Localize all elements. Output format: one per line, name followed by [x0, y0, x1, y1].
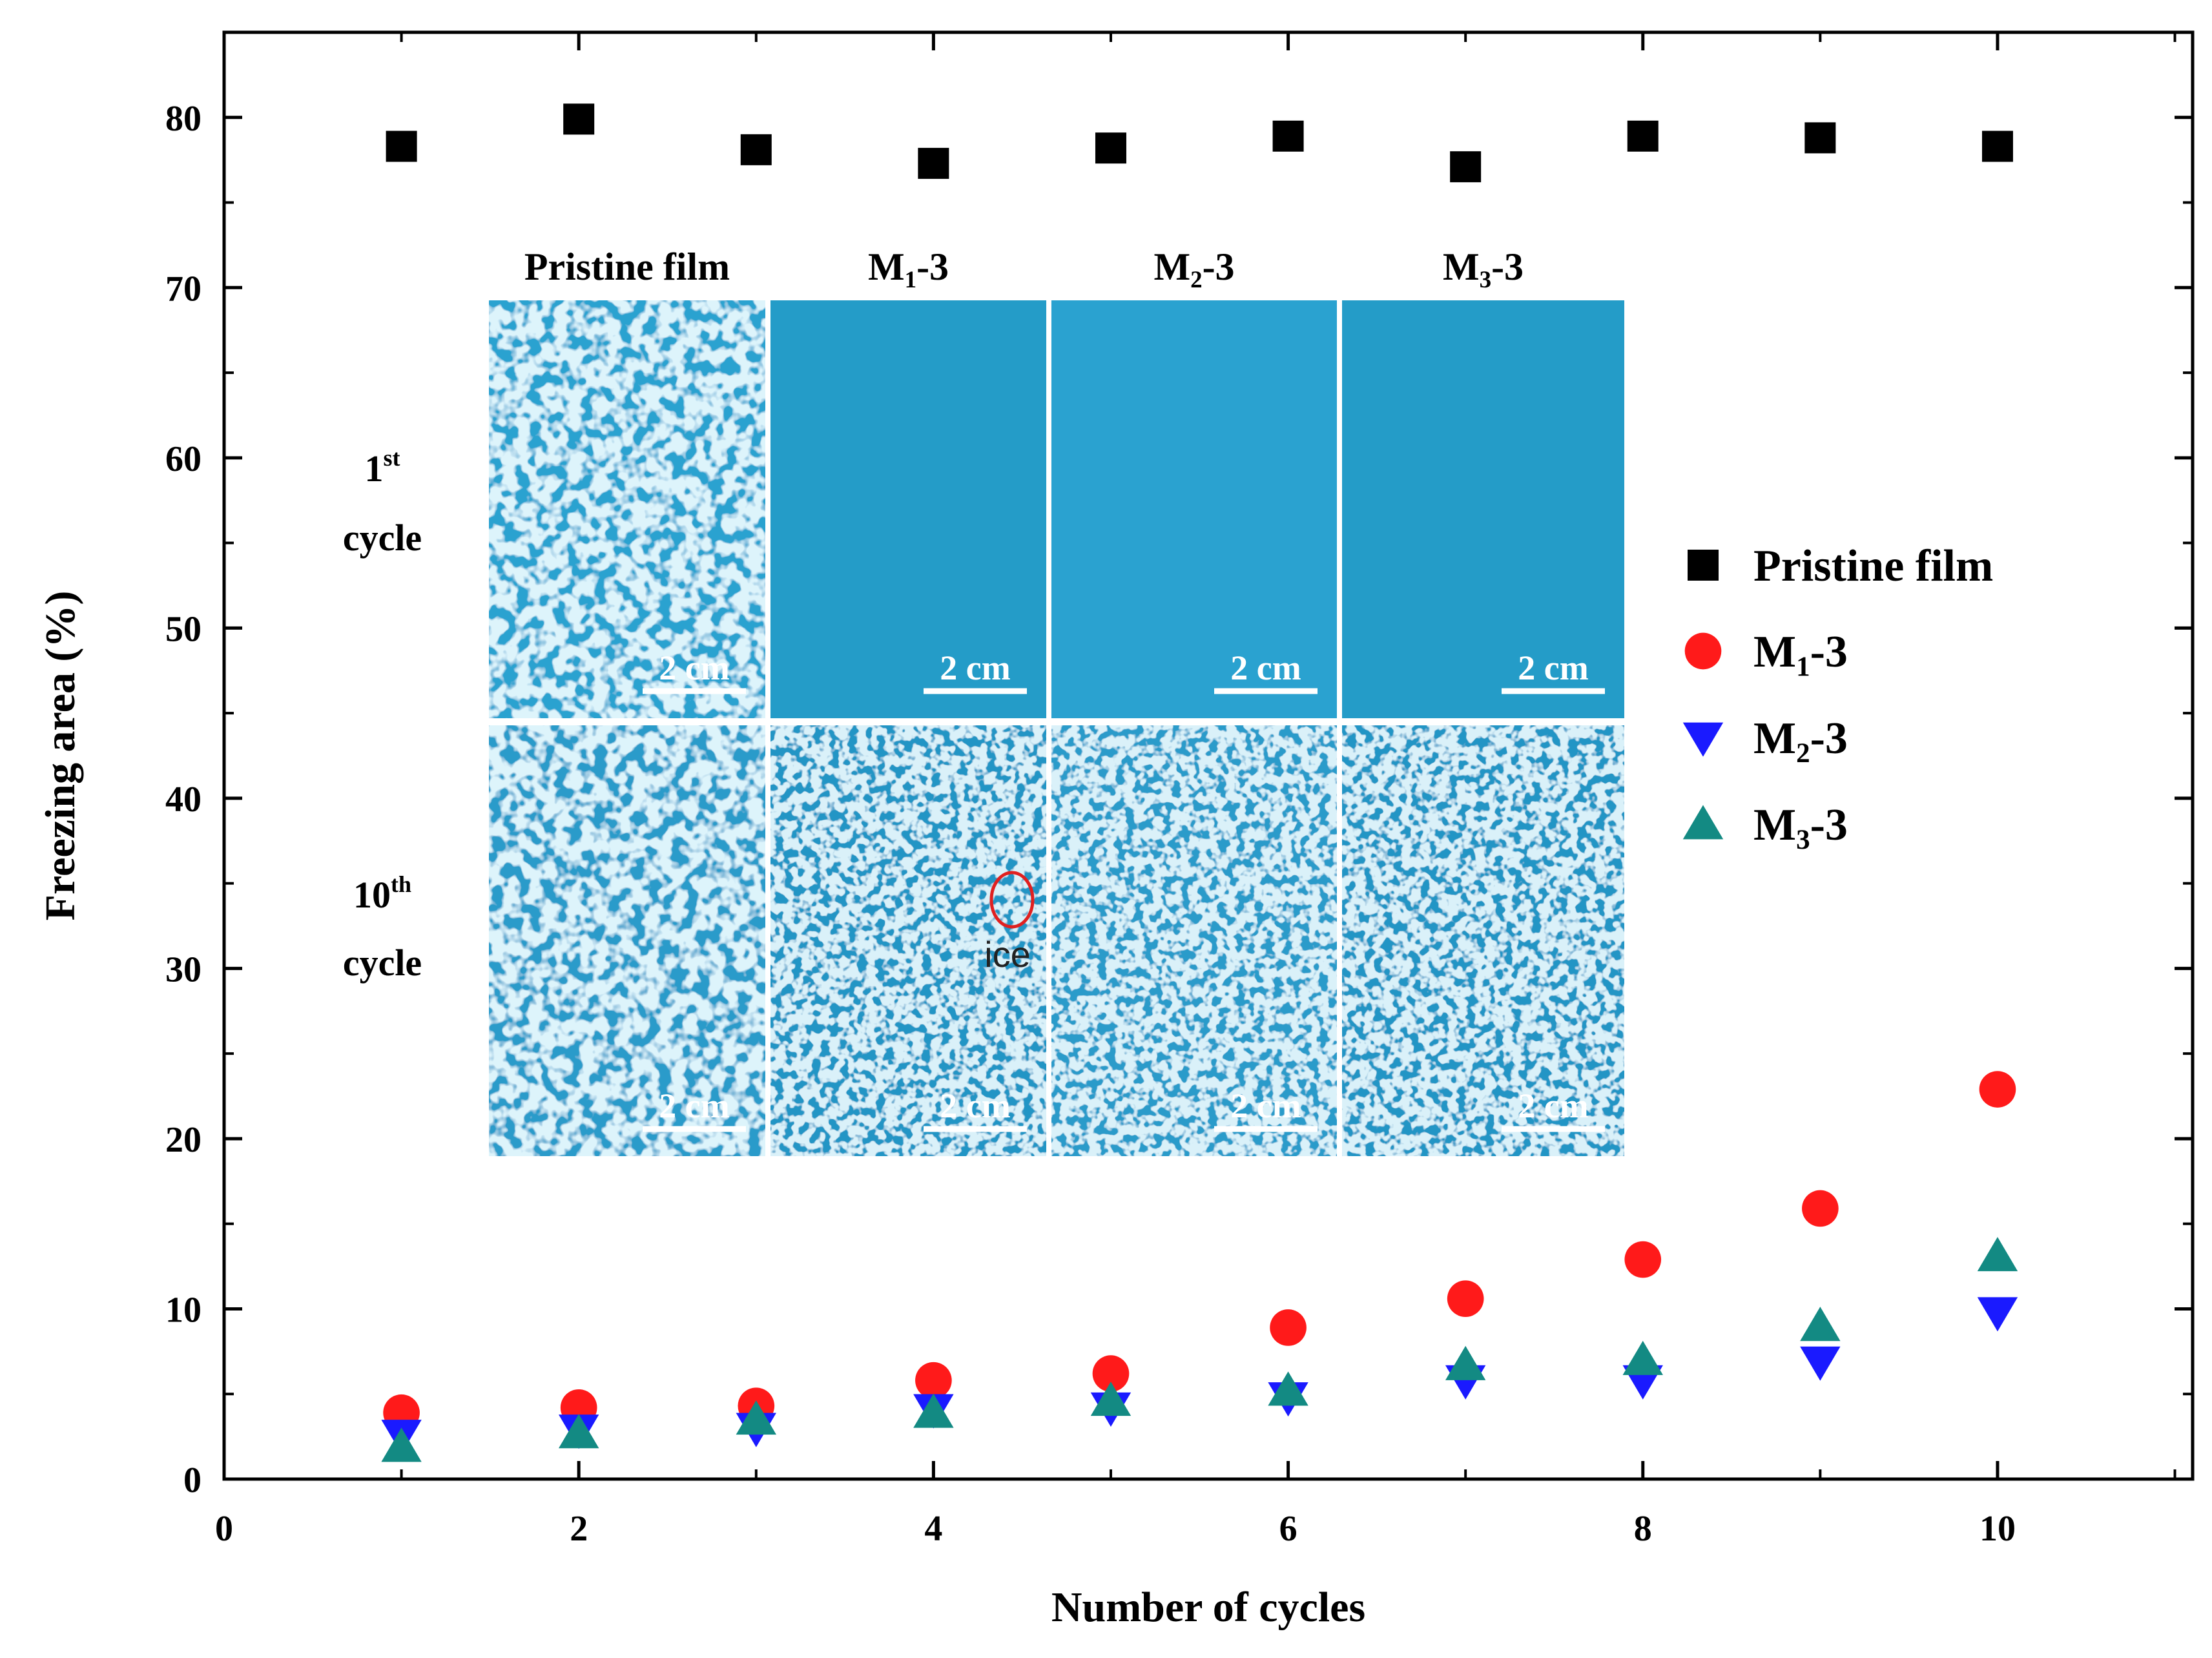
x-tick-label: 4 — [924, 1509, 942, 1549]
legend-label: M3-3 — [1753, 800, 1848, 855]
photo-surface — [1051, 725, 1337, 1156]
series-pristine-film — [386, 103, 2013, 183]
photo-surface — [770, 300, 1046, 718]
scale-bar-label: 2 cm — [659, 1086, 729, 1125]
inset-photo: 2 cm — [770, 300, 1046, 718]
series-m3-3 — [381, 1237, 2018, 1462]
legend-label: Pristine film — [1753, 541, 1993, 591]
data-point — [1622, 1340, 1663, 1375]
ice-annotation: ice — [984, 934, 1031, 975]
data-point — [1800, 1307, 1841, 1342]
inset-photo: 2 cm — [489, 300, 765, 718]
data-point — [1981, 130, 2013, 162]
inset-row-cycle-word: cycle — [343, 517, 422, 559]
data-point — [1447, 1280, 1484, 1317]
inset-column-header: M3-3 — [1443, 245, 1524, 293]
scale-bar-label: 2 cm — [940, 1086, 1010, 1125]
data-point — [1268, 1371, 1308, 1406]
data-point — [1095, 132, 1126, 164]
x-tick-label: 8 — [1634, 1509, 1652, 1549]
photo-surface — [1051, 300, 1337, 718]
photo-surface — [489, 725, 765, 1156]
y-tick-label: 40 — [165, 780, 202, 820]
data-point — [1450, 151, 1482, 183]
x-tick-label: 6 — [1279, 1509, 1297, 1549]
photo-surface — [1342, 300, 1624, 718]
data-point — [563, 103, 595, 135]
data-point — [1977, 1237, 2018, 1272]
inset-photo: 2 cm — [770, 725, 1046, 1156]
y-tick-label: 30 — [165, 949, 202, 990]
legend-item: M1-3 — [1684, 627, 1848, 682]
inset-row-cycle-number: 10th — [353, 871, 411, 916]
photo-surface — [489, 300, 765, 718]
data-point — [913, 1393, 954, 1428]
y-tick-label: 10 — [165, 1290, 202, 1330]
legend-marker — [1682, 722, 1724, 757]
scale-bar-label: 2 cm — [1518, 1086, 1588, 1125]
ice-marker — [989, 871, 1035, 929]
y-tick-label: 0 — [183, 1460, 202, 1500]
data-point — [1270, 1309, 1307, 1346]
scale-bar-label: 2 cm — [1518, 648, 1588, 687]
inset-column-header: Pristine film — [524, 245, 730, 288]
x-tick-label: 10 — [1979, 1509, 2016, 1549]
data-point — [386, 130, 417, 162]
data-point — [915, 1362, 952, 1399]
legend-marker — [1684, 632, 1722, 670]
data-point — [740, 134, 772, 165]
x-axis-title: Number of cycles — [1051, 1584, 1365, 1631]
legend-item: Pristine film — [1688, 541, 1993, 591]
data-point — [736, 1400, 776, 1435]
data-point — [381, 1427, 422, 1462]
data-point — [1977, 1297, 2018, 1332]
data-point — [1802, 1190, 1839, 1227]
data-point — [1979, 1071, 2016, 1108]
inset-row-cycle-word: cycle — [343, 942, 422, 984]
y-tick-label: 80 — [165, 99, 202, 139]
legend-item: M3-3 — [1682, 800, 1848, 855]
data-point — [918, 147, 949, 179]
plot-frame — [222, 30, 2195, 1481]
data-point — [1627, 120, 1659, 152]
data-point — [558, 1414, 599, 1449]
data-point — [1090, 1382, 1132, 1416]
data-point — [1804, 122, 1836, 154]
data-point — [1092, 1355, 1130, 1392]
data-point — [1272, 120, 1304, 152]
legend-marker — [1688, 550, 1719, 581]
inset-photo: 2 cm — [489, 725, 765, 1156]
data-point — [1800, 1346, 1841, 1381]
y-tick-label: 50 — [165, 609, 202, 649]
photo-surface — [1342, 725, 1624, 1156]
x-tick-label: 2 — [570, 1509, 588, 1549]
inset-photo: 2 cm — [1051, 725, 1337, 1156]
legend-item: M2-3 — [1682, 714, 1848, 769]
x-tick-label: 0 — [215, 1509, 233, 1549]
inset-photo: 2 cm — [1342, 300, 1624, 718]
y-tick-label: 20 — [165, 1120, 202, 1160]
scale-bar-label: 2 cm — [940, 648, 1010, 687]
y-tick-label: 70 — [165, 269, 202, 309]
legend-label: M2-3 — [1753, 714, 1848, 769]
photo-surface — [770, 725, 1046, 1156]
inset-photo: 2 cm — [1051, 300, 1337, 718]
inset-column-header: M2-3 — [1153, 245, 1234, 293]
inset-row-cycle-number: 1st — [365, 445, 400, 490]
legend-marker — [1682, 805, 1724, 840]
data-point — [1445, 1345, 1486, 1380]
scale-bar-label: 2 cm — [1230, 1086, 1301, 1125]
series-m2-3 — [381, 1297, 2018, 1455]
inset-column-header: M1-3 — [868, 245, 949, 293]
y-tick-label: 60 — [165, 439, 202, 479]
data-point — [1624, 1241, 1662, 1278]
scale-bar-label: 2 cm — [659, 648, 729, 687]
scale-bar-label: 2 cm — [1230, 648, 1301, 687]
y-axis-title: Freezing area (%) — [37, 591, 84, 921]
legend-label: M1-3 — [1753, 627, 1848, 682]
inset-photo: 2 cm — [1342, 725, 1624, 1156]
